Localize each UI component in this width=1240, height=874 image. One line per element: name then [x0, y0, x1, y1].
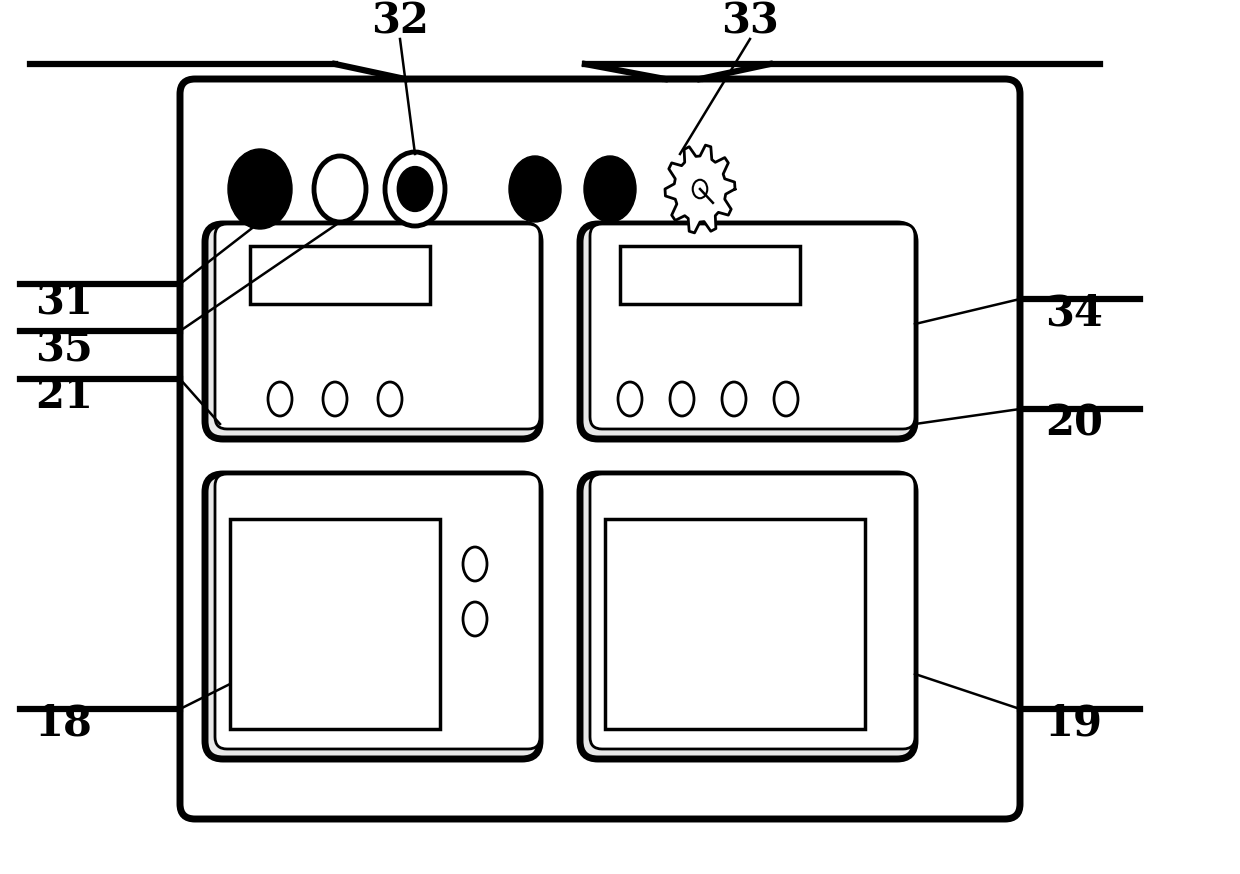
Bar [605, 519, 866, 729]
Bar [250, 246, 430, 304]
Ellipse shape [268, 382, 291, 416]
Ellipse shape [618, 382, 642, 416]
FancyBboxPatch shape [205, 224, 539, 439]
Text: 20: 20 [1045, 403, 1104, 445]
Text: 33: 33 [722, 1, 779, 43]
Ellipse shape [228, 149, 291, 229]
Text: 32: 32 [371, 1, 429, 43]
Ellipse shape [584, 156, 636, 222]
Ellipse shape [508, 156, 560, 222]
FancyBboxPatch shape [590, 224, 915, 429]
Ellipse shape [693, 180, 707, 198]
Ellipse shape [322, 382, 347, 416]
Text: 18: 18 [35, 703, 93, 745]
Ellipse shape [463, 602, 487, 636]
Polygon shape [665, 145, 735, 232]
FancyBboxPatch shape [205, 474, 539, 759]
Text: 34: 34 [1045, 293, 1102, 335]
Ellipse shape [463, 547, 487, 581]
Ellipse shape [774, 382, 799, 416]
FancyBboxPatch shape [180, 79, 1021, 819]
Text: 21: 21 [35, 375, 93, 417]
FancyBboxPatch shape [580, 474, 915, 759]
Ellipse shape [314, 156, 366, 222]
Text: 19: 19 [1045, 703, 1104, 745]
Text: 31: 31 [35, 281, 93, 323]
FancyBboxPatch shape [215, 224, 539, 429]
Text: 35: 35 [35, 328, 93, 370]
FancyBboxPatch shape [590, 474, 915, 749]
Bar [229, 519, 440, 729]
Ellipse shape [722, 382, 746, 416]
Ellipse shape [384, 152, 445, 226]
FancyBboxPatch shape [215, 474, 539, 749]
Ellipse shape [397, 167, 433, 212]
FancyBboxPatch shape [580, 224, 915, 439]
Ellipse shape [378, 382, 402, 416]
Ellipse shape [670, 382, 694, 416]
Bar [620, 246, 800, 304]
